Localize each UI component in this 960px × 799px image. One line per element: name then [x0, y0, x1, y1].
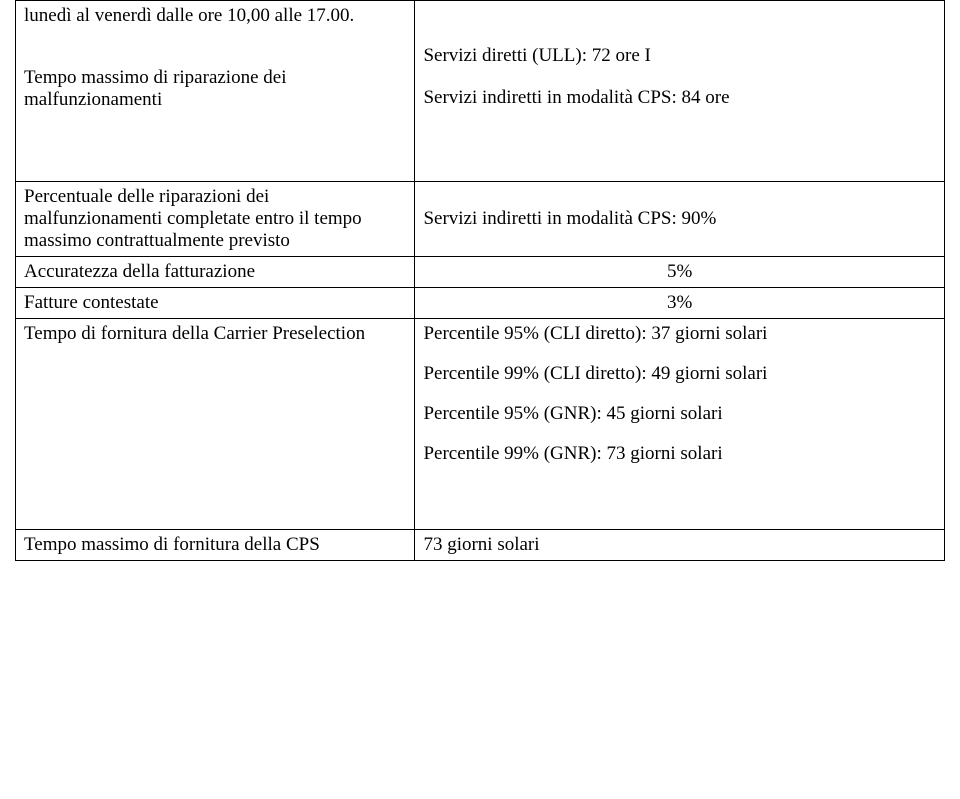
text-line: massimo contrattualmente previsto — [24, 230, 406, 252]
spacer — [423, 67, 936, 87]
text-line: Servizi diretti (ULL): 72 ore I — [423, 45, 936, 67]
text-line: Percentile 99% (GNR): 73 giorni solari — [423, 443, 936, 465]
spacer — [423, 465, 936, 525]
text-line: lunedì al venerdì dalle ore 10,00 alle 1… — [24, 5, 406, 27]
cell-left-6: Tempo massimo di fornitura della CPS — [16, 530, 415, 561]
table-row: lunedì al venerdì dalle ore 10,00 alle 1… — [16, 1, 945, 182]
spacer — [24, 27, 406, 67]
spacer — [423, 5, 936, 45]
text-line: Tempo di fornitura della Carrier Presele… — [24, 323, 365, 344]
service-table: lunedì al venerdì dalle ore 10,00 alle 1… — [15, 0, 945, 561]
text-line: malfunzionamenti — [24, 89, 406, 111]
cell-right-3: 5% — [415, 257, 945, 288]
spacer — [423, 345, 936, 363]
spacer — [423, 425, 936, 443]
cell-right-2: Servizi indiretti in modalità CPS: 90% — [415, 182, 945, 257]
cell-left-3: Accuratezza della fatturazione — [16, 257, 415, 288]
text-line: Accuratezza della fatturazione — [24, 261, 255, 282]
cell-left-1: lunedì al venerdì dalle ore 10,00 alle 1… — [16, 1, 415, 182]
cell-right-1: Servizi diretti (ULL): 72 ore I Servizi … — [415, 1, 945, 182]
cell-left-2: Percentuale delle riparazioni dei malfun… — [16, 182, 415, 257]
cell-left-5: Tempo di fornitura della Carrier Presele… — [16, 319, 415, 530]
text-value: 5% — [667, 261, 692, 282]
text-line: Percentile 95% (GNR): 45 giorni solari — [423, 403, 936, 425]
text-value: 73 giorni solari — [423, 534, 539, 555]
text-line: Servizi indiretti in modalità CPS: 90% — [423, 208, 936, 230]
cell-right-4: 3% — [415, 288, 945, 319]
table-row: Tempo massimo di fornitura della CPS 73 … — [16, 530, 945, 561]
cell-right-6: 73 giorni solari — [415, 530, 945, 561]
text-line: Tempo massimo di fornitura della CPS — [24, 534, 320, 555]
text-line: Fatture contestate — [24, 292, 159, 313]
table-row: Tempo di fornitura della Carrier Presele… — [16, 319, 945, 530]
cell-right-5: Percentile 95% (CLI diretto): 37 giorni … — [415, 319, 945, 530]
text-line: malfunzionamenti completate entro il tem… — [24, 208, 406, 230]
text-line: Percentile 99% (CLI diretto): 49 giorni … — [423, 363, 936, 385]
table-row: Percentuale delle riparazioni dei malfun… — [16, 182, 945, 257]
text-line: Percentuale delle riparazioni dei — [24, 186, 406, 208]
table-row: Fatture contestate 3% — [16, 288, 945, 319]
text-line: Tempo massimo di riparazione dei — [24, 67, 406, 89]
spacer — [423, 385, 936, 403]
cell-left-4: Fatture contestate — [16, 288, 415, 319]
text-value: 3% — [667, 292, 692, 313]
text-line: Servizi indiretti in modalità CPS: 84 or… — [423, 87, 936, 109]
text-line: Percentile 95% (CLI diretto): 37 giorni … — [423, 323, 936, 345]
table-row: Accuratezza della fatturazione 5% — [16, 257, 945, 288]
